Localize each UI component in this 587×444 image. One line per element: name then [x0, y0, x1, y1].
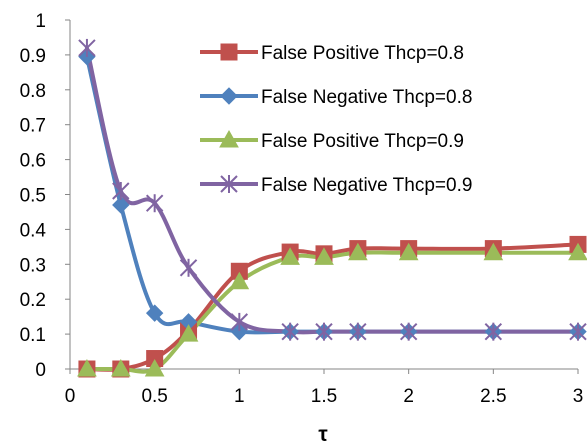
data-point-series-4: [112, 182, 130, 201]
data-point-series-4: [78, 38, 96, 57]
data-point-series-3: [568, 242, 587, 261]
y-tick-label: 0.7: [20, 116, 46, 137]
legend-item: False Positive Thcp=0.9: [200, 129, 464, 152]
x-tick-label: 0: [65, 386, 76, 407]
data-point-series-4: [349, 322, 367, 341]
data-point-series-3: [348, 242, 368, 261]
data-point-series-4: [230, 312, 249, 331]
legend-marker: [220, 43, 238, 61]
data-point-series-3: [314, 247, 334, 265]
data-point-series-3: [77, 358, 97, 377]
legend-label: False Positive Thcp=0.9: [261, 131, 464, 152]
legend-item: False Positive Thcp=0.8: [200, 43, 464, 64]
data-point-series-2: [145, 304, 164, 322]
x-tick-label: 0.5: [141, 386, 167, 407]
legend-marker: [220, 87, 238, 105]
data-point-series-2: [230, 322, 249, 341]
data-point-series-3: [178, 324, 199, 342]
legend-label: False Negative Thcp=0.9: [261, 175, 472, 196]
y-tick-label: 0.1: [20, 325, 46, 346]
data-point-series-3: [110, 358, 131, 377]
y-tick-label: 0.3: [20, 255, 46, 276]
y-tick-label: 0.4: [20, 220, 47, 241]
series-markers: [77, 38, 587, 378]
data-point-series-4: [179, 258, 198, 277]
y-tick-label: 0.9: [20, 46, 46, 67]
data-point-series-4: [399, 322, 418, 341]
x-tick-label: 2.5: [480, 386, 506, 407]
legend-marker: [220, 175, 238, 193]
y-tick-label: 0.5: [20, 186, 46, 207]
data-point-series-4: [281, 322, 299, 341]
x-axis-title: τ: [318, 423, 328, 444]
x-tick-label: 1: [234, 386, 245, 407]
y-tick-label: 0.8: [20, 81, 46, 102]
data-point-series-3: [483, 242, 504, 261]
data-point-series-3: [229, 271, 250, 290]
legend-item: False Negative Thcp=0.9: [200, 175, 472, 196]
y-tick-label: 1: [35, 11, 46, 32]
y-tick-labels: 0 0.1 0.2 0.3 0.4 0.5 0.6 0.7 0.8 0.9 1: [20, 11, 70, 381]
y-tick-label: 0.6: [20, 151, 46, 172]
legend-marker: [219, 129, 239, 148]
x-tick-label: 2: [403, 386, 414, 407]
x-tick-label: 1.5: [311, 386, 337, 407]
data-point-series-2: [112, 196, 130, 214]
data-point-series-4: [569, 322, 587, 341]
data-point-series-3: [398, 242, 419, 261]
y-tick-label: 0.2: [20, 290, 46, 311]
x-tick-label: 3: [573, 386, 584, 407]
y-tick-label: 0: [35, 360, 46, 381]
data-point-series-3: [144, 358, 165, 377]
data-point-series-3: [280, 247, 300, 265]
legend-label: False Positive Thcp=0.8: [261, 43, 464, 64]
data-point-series-4: [484, 322, 503, 341]
legend-label: False Negative Thcp=0.8: [261, 87, 472, 108]
data-point-series-4: [145, 194, 164, 213]
data-point-series-4: [315, 322, 333, 341]
legend-item: False Negative Thcp=0.8: [200, 87, 472, 108]
x-tick-labels: 0 0.5 1 1.5 2 2.5 3: [65, 369, 584, 407]
legend: False Positive Thcp=0.8 False Negative Th…: [200, 43, 472, 196]
